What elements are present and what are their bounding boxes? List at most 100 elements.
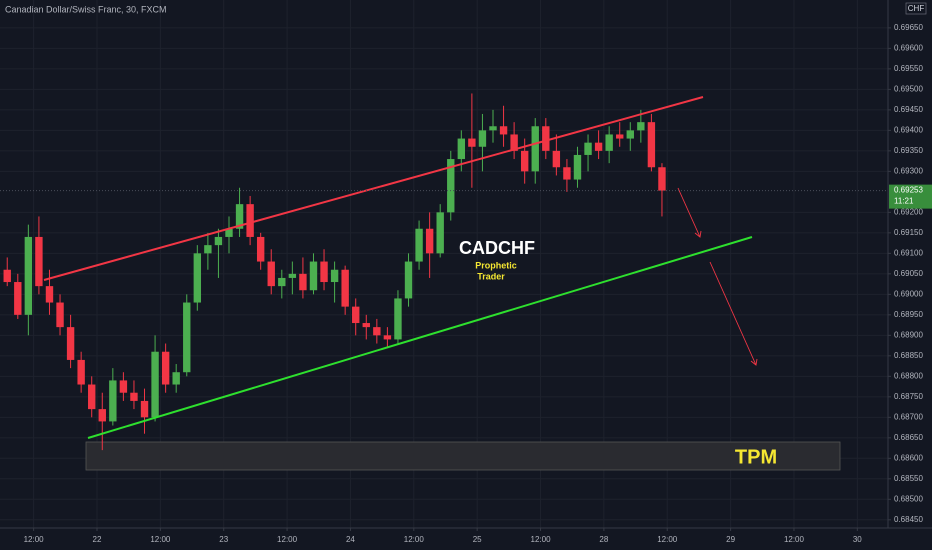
y-tick-label: 0.68750 xyxy=(894,392,923,401)
candle-body xyxy=(626,130,634,139)
candle-body xyxy=(214,236,223,246)
y-tick-label: 0.68650 xyxy=(894,433,923,442)
candle-body xyxy=(183,302,191,373)
arrow-head xyxy=(694,230,702,238)
candle-body xyxy=(447,159,455,213)
y-tick-label: 0.69350 xyxy=(894,146,923,155)
chart-title: Canadian Dollar/Swiss Franc, 30, FXCM xyxy=(5,4,167,14)
candle-body xyxy=(77,359,85,385)
currency-box xyxy=(905,2,927,15)
candle-body xyxy=(204,245,212,254)
y-tick-label: 0.69100 xyxy=(894,248,923,257)
candle-body xyxy=(637,122,645,131)
symbol-annotation: CADCHF xyxy=(459,238,535,258)
candle-body xyxy=(278,277,286,287)
candle-body xyxy=(584,142,592,155)
y-tick-label: 0.69500 xyxy=(894,84,923,93)
candle-body xyxy=(531,126,539,172)
arrow xyxy=(677,187,701,238)
y-tick-label: 0.69550 xyxy=(894,64,923,73)
candle-body xyxy=(161,351,170,385)
x-tick-label: 28 xyxy=(599,535,608,544)
y-tick-label: 0.68950 xyxy=(894,310,923,319)
author-annotation: Trader xyxy=(477,271,505,281)
lower-channel-line xyxy=(87,236,753,439)
candle-body xyxy=(56,302,64,328)
y-tick-label: 0.68850 xyxy=(894,351,923,360)
candle-body xyxy=(193,253,202,303)
y-tick-label: 0.69200 xyxy=(894,207,923,216)
target-zone xyxy=(85,441,841,471)
candle-body xyxy=(109,380,117,422)
y-tick-label: 0.69400 xyxy=(894,125,923,134)
candle-body xyxy=(352,306,360,324)
y-tick-label: 0.69150 xyxy=(894,228,923,237)
candle-body xyxy=(235,204,244,229)
candle-body xyxy=(172,372,180,385)
candle-body xyxy=(616,134,624,139)
candle-body xyxy=(288,273,297,278)
candle-body xyxy=(24,236,33,315)
candle-body xyxy=(98,409,106,422)
candle-body xyxy=(573,154,582,180)
x-tick-label: 29 xyxy=(726,535,735,544)
candle-body xyxy=(542,126,550,151)
candle-body xyxy=(647,122,656,168)
candle-body xyxy=(468,138,476,147)
target-label: TPM xyxy=(735,446,777,468)
candle-body xyxy=(362,323,370,328)
y-tick-label: 0.69650 xyxy=(894,23,923,32)
candle-body xyxy=(436,212,444,254)
candle-body xyxy=(552,150,561,168)
candle-body xyxy=(66,327,75,360)
candle-body xyxy=(3,269,11,283)
candle-body xyxy=(415,228,423,262)
x-tick-label: 12:00 xyxy=(404,535,425,544)
candles xyxy=(3,93,666,451)
y-tick-label: 0.68500 xyxy=(894,494,923,503)
x-tick-label: 24 xyxy=(346,535,355,544)
y-tick-label: 0.69450 xyxy=(894,105,923,114)
x-tick-label: 25 xyxy=(473,535,482,544)
countdown-label: 11:21 xyxy=(894,197,914,206)
arrow xyxy=(709,261,757,366)
candle-body xyxy=(510,134,518,151)
candle-body xyxy=(14,282,22,315)
axes: 0.69650 0.69600 0.69550 0.69500 0.69450 0.694… xyxy=(0,23,932,544)
forecast-arrows xyxy=(677,187,758,366)
y-tick-label: 0.68800 xyxy=(894,371,923,380)
y-tick-label: 0.69000 xyxy=(894,289,923,298)
y-tick-label: 0.68550 xyxy=(894,474,923,483)
x-tick-label: 12:00 xyxy=(24,535,45,544)
candle-body xyxy=(140,400,149,418)
y-tick-label: 0.69300 xyxy=(894,166,923,175)
candle-body xyxy=(563,167,571,180)
y-tick-label: 0.68600 xyxy=(894,453,923,462)
candle-body xyxy=(309,261,318,291)
x-tick-label: 12:00 xyxy=(657,535,678,544)
x-tick-label: 12:00 xyxy=(784,535,805,544)
candle-body xyxy=(425,228,434,254)
candle-body xyxy=(499,126,508,135)
x-tick-label: 12:00 xyxy=(277,535,298,544)
x-tick-label: 23 xyxy=(219,535,228,544)
candle-body xyxy=(658,167,666,191)
candle-body xyxy=(88,384,96,410)
candle-body xyxy=(130,392,138,401)
y-tick-label: 0.68700 xyxy=(894,412,923,421)
candle-body xyxy=(489,126,497,131)
candle-body xyxy=(383,335,392,340)
author-annotation: Prophetic xyxy=(475,260,517,270)
grid xyxy=(0,0,888,528)
candle-body xyxy=(457,138,466,160)
x-tick-label: 12:00 xyxy=(150,535,171,544)
y-tick-label: 0.68450 xyxy=(894,515,923,524)
last-price-box xyxy=(889,184,932,209)
candle-body xyxy=(246,204,254,237)
candle-body xyxy=(478,130,487,147)
candle-body xyxy=(267,261,275,287)
last-price-label: 0.69253 xyxy=(894,186,923,195)
x-tick-label: 30 xyxy=(853,535,862,544)
candle-body xyxy=(320,261,328,283)
